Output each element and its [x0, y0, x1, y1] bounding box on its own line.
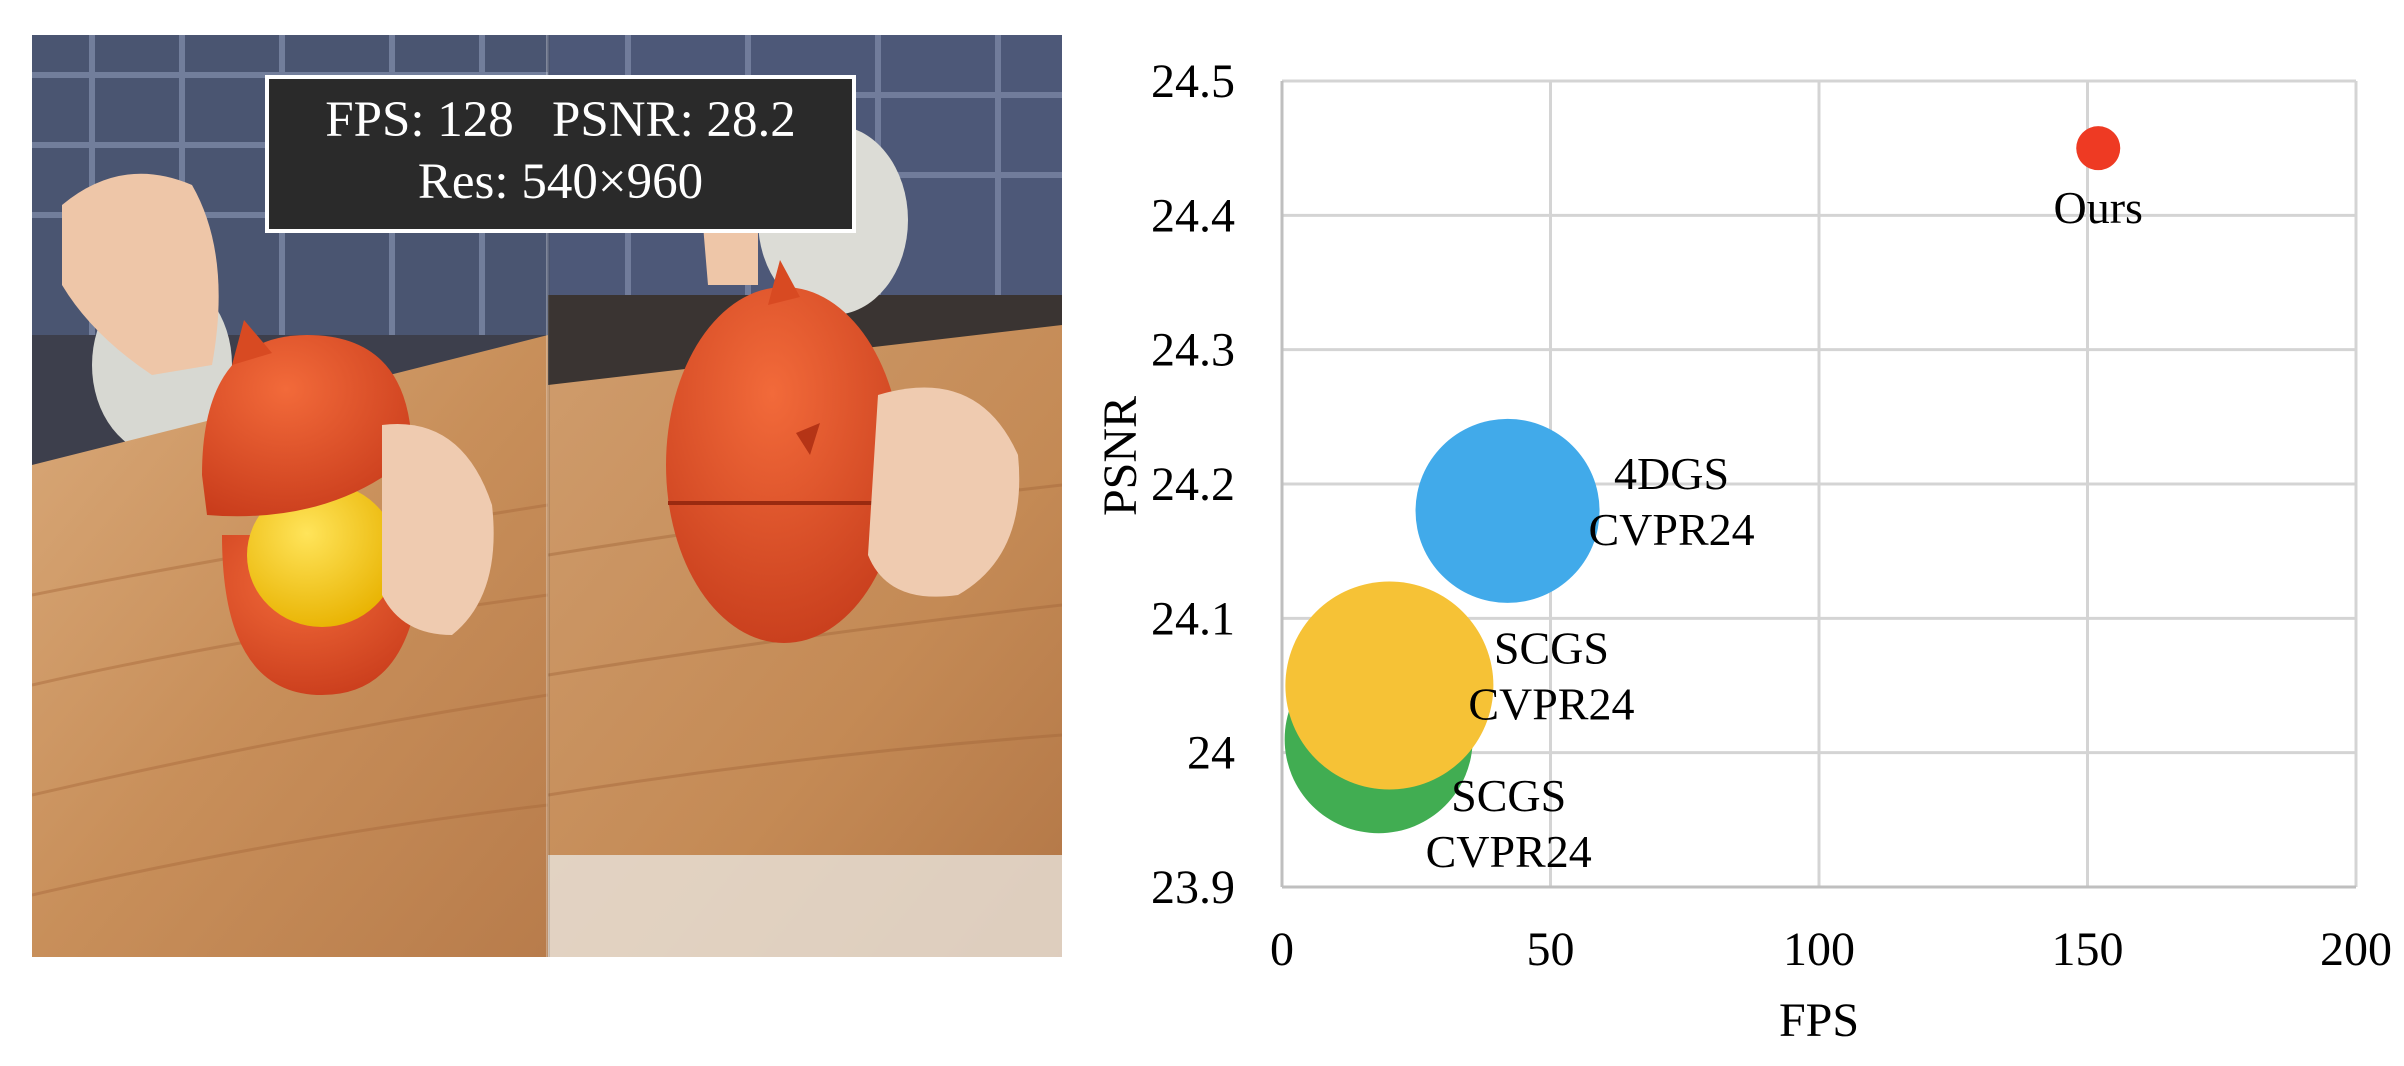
- y-tick-label: 24: [1187, 727, 1235, 780]
- y-tick-label: 24.5: [1151, 55, 1235, 108]
- x-axis-title: FPS: [1779, 994, 1859, 1047]
- data-point-4dgs: [1415, 418, 1600, 603]
- metrics-overlay: FPS: 128 PSNR: 28.2 Res: 540×960: [265, 75, 856, 233]
- frame-divider: [546, 35, 550, 957]
- data-point-scgs: [1285, 581, 1494, 790]
- x-tick-label: 0: [1270, 923, 1294, 976]
- data-point-ours: [2076, 126, 2121, 171]
- y-tick-label: 24.2: [1151, 458, 1235, 511]
- point-sublabel: CVPR24: [1588, 504, 1754, 555]
- photo-panel: FPS: 128 PSNR: 28.2 Res: 540×960: [32, 35, 1062, 957]
- x-tick-label: 100: [1783, 923, 1855, 976]
- y-tick-label: 24.3: [1151, 324, 1235, 377]
- overlay-metrics-line: FPS: 128 PSNR: 28.2: [325, 92, 796, 148]
- grid: [1280, 79, 2358, 889]
- y-tick-label: 24.4: [1151, 189, 1235, 242]
- tick-labels: 23.9 24 24.1 24.2 24.3 24.4 24.5 0 50 100 150 200: [1151, 55, 2392, 976]
- y-tick-label: 24.1: [1151, 592, 1235, 645]
- point-sublabel: CVPR24: [1468, 679, 1634, 730]
- y-tick-label: 23.9: [1151, 861, 1235, 914]
- y-axis-title: PSNR: [1094, 396, 1147, 516]
- x-tick-label: 200: [2320, 923, 2392, 976]
- x-tick-label: 150: [2052, 923, 2124, 976]
- x-tick-label: 50: [1527, 923, 1575, 976]
- point-label: SCGS: [1451, 770, 1566, 821]
- point-sublabel: CVPR24: [1426, 826, 1592, 877]
- point-label: 4DGS: [1614, 448, 1729, 499]
- point-label: Ours: [2054, 182, 2143, 233]
- overlay-resolution-line: Res: 540×960: [417, 154, 704, 210]
- point-label: SCGS: [1494, 623, 1609, 674]
